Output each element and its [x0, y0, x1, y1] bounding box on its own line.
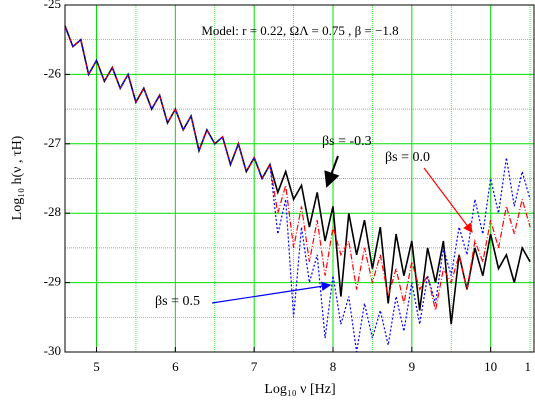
grid: [65, 4, 535, 353]
x-axis-label: Log₁₀ ν [Hz]: [264, 382, 335, 397]
x-tick-label: 9: [409, 359, 416, 374]
y-axis-label: Log₁₀ h(ν , τH): [10, 135, 25, 220]
series-label: βs = 0.0: [385, 150, 430, 165]
y-tick-label: -25: [44, 0, 61, 11]
plot-frame: [64, 4, 535, 353]
y-tick-label: -28: [44, 204, 61, 219]
x-tick-label: 7: [251, 359, 258, 374]
y-tick-label: -30: [44, 343, 61, 358]
arrow: [211, 281, 332, 304]
y-tick-label: -27: [44, 135, 62, 150]
model-annotation: Model: r = 0.22, ΩΛ = 0.75 , β = −1.8: [201, 23, 398, 38]
series-line: [64, 25, 531, 325]
series-line: [64, 25, 531, 353]
y-tick-label: -29: [44, 274, 61, 289]
x-tick-label: 8: [330, 359, 337, 374]
x-tick-label: 6: [172, 359, 179, 374]
arrow: [423, 167, 473, 233]
x-tick-label: 10: [484, 359, 497, 374]
x-tick-label: 5: [93, 359, 100, 374]
series-line: [64, 25, 531, 311]
series-label: βs = 0.5: [155, 294, 200, 309]
y-tick-label: -26: [44, 65, 62, 80]
x-tick-label: 1: [525, 359, 532, 374]
lines: [64, 25, 531, 353]
arrow: [324, 155, 340, 188]
series-label: βs = -0.3: [322, 134, 372, 149]
